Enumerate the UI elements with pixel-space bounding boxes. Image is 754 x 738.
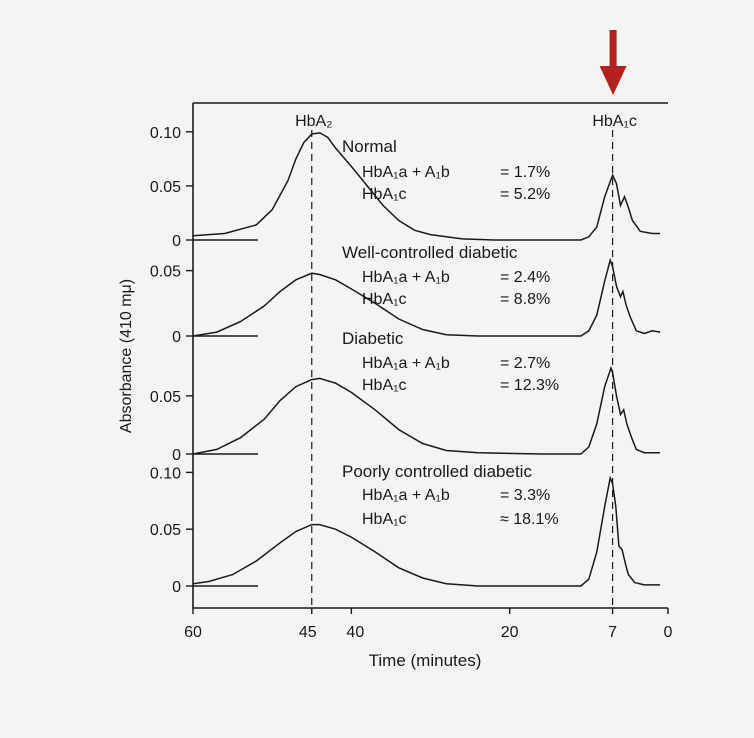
annotation-name: HbA₁a + A₁b [362,487,450,504]
panel-title: Poorly controlled diabetic [342,462,532,481]
y-tick-label: 0 [172,447,181,464]
annotation-name: HbA₁c [362,511,407,528]
x-tick-label: 0 [664,624,673,641]
reference-label: HbA₁c [592,113,637,130]
y-axis-label: Absorbance (410 mμ) [118,279,135,433]
reference-lines-group: HbA₂ HbA₁c [295,30,637,608]
annotations-group: Normal HbA₁a + A₁b = 1.7% HbA₁c = 5.2% Well-c… [342,137,559,528]
annotation-name: HbA₁a + A₁b [362,355,450,372]
panel-title: Normal [342,137,397,156]
chromatogram-curve-4 [192,475,661,587]
panel-title: Diabetic [342,329,404,348]
panel-title: Well-controlled diabetic [342,243,518,262]
y-tick-label: 0.10 [150,125,181,142]
annotation-name: HbA₁c [362,377,407,394]
y-tick-label: 0.10 [150,465,181,482]
y-tick-label: 0.05 [150,522,181,539]
annotation-value: = 8.8% [500,291,550,308]
annotation-value: ≈ 18.1% [500,511,559,528]
annotation-value: = 1.7% [500,164,550,181]
annotation-value: = 12.3% [500,377,559,394]
x-ticks-group: 60 45 40 20 7 0 [184,608,673,641]
y-tick-label: 0 [172,329,181,346]
chromatogram-curve-2 [192,257,661,337]
annotation-value: = 2.7% [500,355,550,372]
y-tick-label: 0 [172,579,181,596]
x-axis-label: Time (minutes) [369,651,482,670]
x-tick-label: 20 [501,624,519,641]
y-tick-label: 0.05 [150,179,181,196]
x-tick-label: 45 [299,624,317,641]
reference-label: HbA₂ [295,113,332,130]
chromatogram-curve-3 [192,365,661,455]
y-tick-label: 0.05 [150,389,181,406]
annotation-name: HbA₁a + A₁b [362,269,450,286]
chromatogram-curve-1 [192,132,661,241]
annotation-name: HbA₁c [362,186,407,203]
annotation-value: = 5.2% [500,186,550,203]
highlight-arrow-head [599,66,627,95]
annotation-value: = 3.3% [500,487,550,504]
y-tick-label: 0.05 [150,264,181,281]
annotation-name: HbA₁a + A₁b [362,164,450,181]
x-tick-label: 40 [346,624,364,641]
y-tick-label: 0 [172,233,181,250]
highlight-arrow-shaft [609,30,617,68]
x-tick-label: 60 [184,624,202,641]
x-tick-label: 7 [608,624,617,641]
chromatogram-curves-group [192,132,661,587]
annotation-value: = 2.4% [500,269,550,286]
annotation-name: HbA₁c [362,291,407,308]
